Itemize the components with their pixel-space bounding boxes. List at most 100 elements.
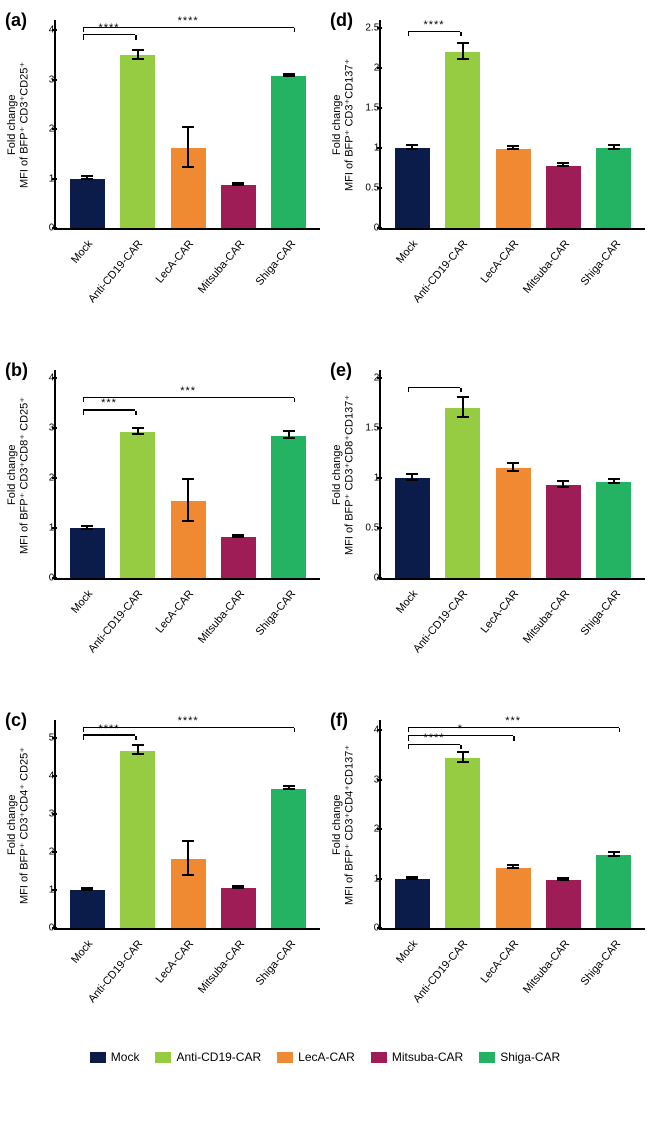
ytick-label: 0.5 [355,523,379,534]
legend-label: Anti-CD19-CAR [176,1050,261,1064]
ytick-label: 1 [30,173,54,184]
error-bar [462,398,464,418]
bar-slot [113,720,163,928]
error-cap [182,478,194,480]
error-cap [283,785,295,787]
ytick-label: 0 [355,573,379,584]
error-cap [132,744,144,746]
bar-slot [387,20,437,228]
error-cap [406,878,418,880]
error-cap [232,887,244,889]
error-cap [406,473,418,475]
error-bar [187,480,189,522]
error-cap [507,864,519,866]
significance-label: **** [423,19,444,31]
bar-shiga-car [596,482,631,578]
error-cap [608,148,620,150]
bar-slot [589,370,639,578]
ytick-label: 2 [30,846,54,857]
error-cap [132,753,144,755]
error-cap [457,396,469,398]
error-cap [608,482,620,484]
significance-label: * [458,723,463,735]
bar-slot [264,20,314,228]
bar-shiga-car [271,76,306,228]
ytick-label: 4 [30,373,54,384]
ytick-label: 4 [355,725,379,736]
error-cap [406,144,418,146]
bar-mitsuba-car [221,185,256,228]
error-cap [457,42,469,44]
plot-area: 012345******** [54,720,320,930]
legend-swatch [479,1052,495,1063]
bar-slot [213,370,263,578]
error-cap [557,480,569,482]
error-cap [557,165,569,167]
error-cap [283,430,295,432]
ytick-label: 1 [30,523,54,534]
significance-bracket [408,387,461,389]
error-cap [283,75,295,77]
error-cap [182,126,194,128]
significance-label: *** [505,715,521,727]
bar-slot [213,20,263,228]
ytick-label: 1.5 [355,103,379,114]
bar-slot [438,720,488,928]
error-cap [81,178,93,180]
y-axis-label: Fold change MFI of BFP⁺ CD3⁺CD8⁺ CD25⁺ [5,370,32,580]
legend-item: Mitsuba-CAR [371,1050,463,1064]
error-cap [283,437,295,439]
bar-slot [589,720,639,928]
panel-e: (e)Fold change MFI of BFP⁺ CD3⁺CD8⁺CD137… [330,360,645,690]
bar-slot [264,720,314,928]
chart-wrap: Fold change MFI of BFP⁺ CD3⁺CD137⁺00.511… [330,20,645,340]
x-axis-label: Mock [394,938,420,966]
bar-anti-cd19-car [120,432,155,578]
bar-slot [589,20,639,228]
error-cap [608,855,620,857]
error-cap [232,536,244,538]
error-cap [406,479,418,481]
ytick-label: 1 [30,884,54,895]
plot-area: 00.511.522.5**** [379,20,645,230]
error-cap [457,416,469,418]
error-bar [187,842,189,876]
error-cap [507,462,519,464]
ytick-label: 3 [30,808,54,819]
error-cap [507,145,519,147]
bar-slot [264,370,314,578]
error-cap [81,528,93,530]
bar-slot [163,720,213,928]
bar-slot [113,370,163,578]
error-cap [232,184,244,186]
error-cap [81,525,93,527]
significance-label: **** [98,22,119,34]
error-cap [457,58,469,60]
ytick-label: 1 [355,143,379,154]
bar-slot [213,720,263,928]
significance-label: **** [178,15,199,27]
x-axis-label: Mock [69,238,95,266]
bar-slot [488,370,538,578]
bar-shiga-car [596,148,631,228]
bar-slot [538,370,588,578]
bar-slot [62,20,112,228]
bar-slot [538,20,588,228]
bar-anti-cd19-car [445,408,480,578]
bar-mitsuba-car [221,537,256,578]
x-axis-label: Mock [69,938,95,966]
bar-mitsuba-car [221,888,256,928]
legend-swatch [277,1052,293,1063]
bar-leca-car [496,468,531,578]
error-cap [608,851,620,853]
legend-swatch [155,1052,171,1063]
ytick-label: 4 [30,770,54,781]
ytick-label: 3 [30,423,54,434]
bar-anti-cd19-car [445,758,480,928]
bar-mock [395,148,430,228]
ytick-label: 0 [355,923,379,934]
y-axis-label: Fold change MFI of BFP⁺ CD3⁺CD25⁺ [5,20,32,230]
plot-area: 01234******** [379,720,645,930]
ytick-label: 5 [30,732,54,743]
bar-leca-car [496,149,531,228]
